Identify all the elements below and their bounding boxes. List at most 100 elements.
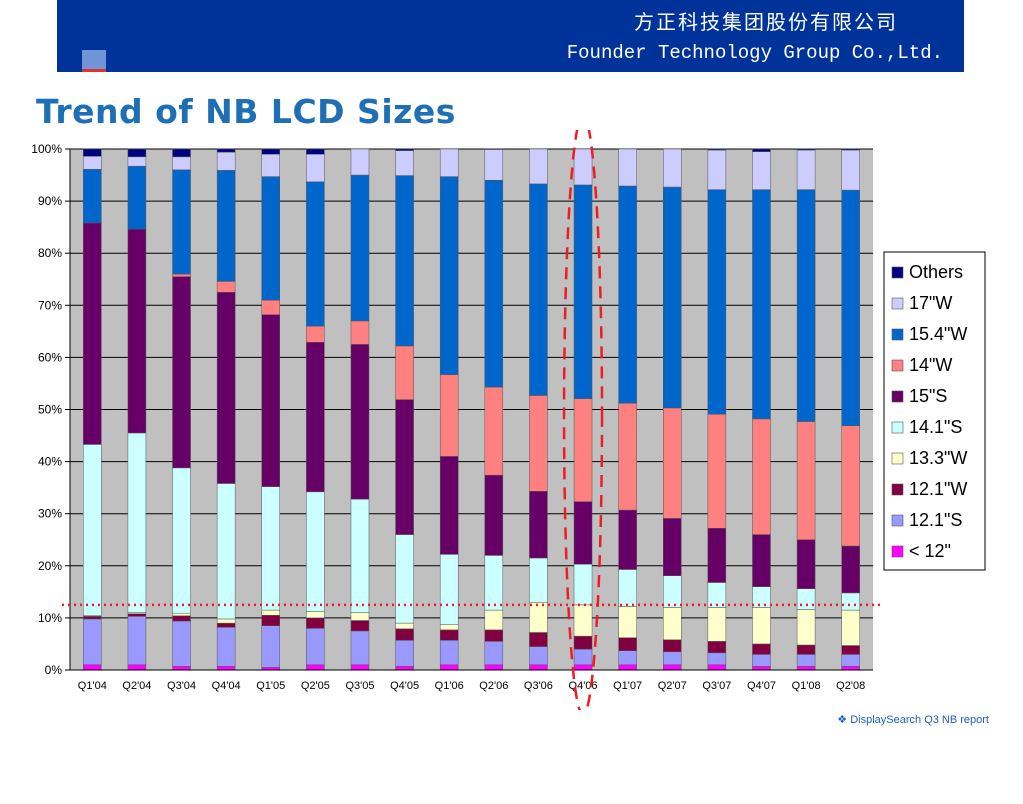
bar-segment: [350, 344, 370, 500]
bar-segment: [484, 386, 504, 476]
bar-segment: [484, 180, 504, 388]
bar-segment: [306, 148, 325, 155]
bar-segment: [707, 149, 727, 190]
x-tick-label: Q4'07: [747, 680, 776, 692]
bar-segment: [395, 399, 414, 535]
bar-segment: [663, 518, 682, 576]
x-tick-label: Q3'05: [345, 680, 374, 692]
bar-segment: [484, 664, 504, 671]
bar-segment: [261, 486, 280, 611]
bar-segment: [796, 666, 816, 671]
bar-segment: [439, 624, 459, 631]
bar-segment: [484, 149, 504, 181]
bar-segment: [306, 664, 325, 671]
bar-segment: [796, 539, 816, 589]
bar-segment: [439, 148, 459, 177]
bar-segment: [83, 156, 102, 170]
bar-segment: [216, 627, 236, 667]
bar-segment: [350, 174, 370, 322]
bar-segment: [573, 635, 593, 650]
legend-swatch: [891, 452, 904, 465]
bar-segment: [439, 629, 459, 641]
y-tick-label: 50%: [38, 403, 62, 417]
y-tick-label: 10%: [38, 611, 62, 625]
x-tick-label: Q2'08: [836, 680, 865, 692]
x-tick-label: Q2'07: [658, 680, 687, 692]
bar-segment: [707, 528, 727, 583]
chart-legend: Others 17"W 15.4"W 14"W 15"S 14.1"S 13.3"W 12.1…: [883, 251, 986, 571]
bar-segment: [529, 602, 548, 633]
y-tick-label: 90%: [38, 194, 62, 208]
bar-segment: [573, 501, 593, 565]
bar-segment: [618, 606, 637, 638]
bar-segment: [663, 148, 682, 188]
bar-segment: [172, 612, 191, 617]
legend-swatch: [891, 514, 904, 527]
bar-segment: [796, 149, 816, 190]
x-tick-label: Q1'05: [256, 680, 285, 692]
x-tick-label: Q1'04: [78, 680, 107, 692]
legend-label: < 12": [909, 541, 951, 561]
slide-title: Trend of NB LCD Sizes: [36, 92, 456, 131]
bar-segment: [841, 609, 860, 646]
bar-segment: [306, 153, 325, 183]
bar-segment: [484, 474, 504, 556]
bar-segment: [439, 640, 459, 666]
bar-segment: [663, 186, 682, 409]
bar-segment: [573, 563, 593, 606]
x-tick-label: Q3'04: [167, 680, 196, 692]
stacked-bar-chart: 0% 10% 20% 30% 40% 50% 60% 70% 80% 90% 100% Q1'04 Q2…: [31, 130, 986, 710]
bar-segment: [529, 646, 548, 666]
bar-segment: [261, 176, 280, 301]
bar-segment: [216, 170, 236, 282]
legend-swatch: [891, 545, 904, 558]
bar-segment: [350, 620, 370, 632]
bar-segment: [306, 611, 325, 619]
bar-segment: [395, 628, 414, 641]
bar-segment: [618, 148, 637, 187]
bar-segment: [127, 432, 147, 613]
bar-segment: [529, 491, 548, 559]
bar-segment: [752, 654, 771, 667]
bar-segment: [707, 641, 727, 654]
bar-segment: [573, 398, 593, 502]
bar-segment: [127, 228, 147, 434]
bar-segment: [841, 189, 860, 426]
bar-segment: [484, 148, 504, 150]
bar-segment: [752, 643, 771, 655]
x-tick-label: Q4'05: [390, 680, 419, 692]
bar-segment: [127, 165, 147, 230]
legend-swatch: [891, 297, 904, 310]
bar-segment: [83, 148, 102, 157]
bar-segment: [172, 169, 191, 275]
legend-swatch: [891, 390, 904, 403]
bar-segment: [663, 639, 682, 653]
bar-segment: [707, 413, 727, 529]
bar-segment: [83, 222, 102, 445]
bar-segment: [395, 148, 414, 151]
bar-segment: [395, 622, 414, 630]
x-tick-label: Q3'06: [524, 680, 553, 692]
bar-segment: [573, 604, 593, 637]
bar-segment: [618, 509, 637, 570]
bar-segment: [841, 666, 860, 671]
y-tick-label: 100%: [31, 142, 62, 156]
bar-segment: [395, 175, 414, 347]
header-banner: [57, 0, 964, 72]
bar-segment: [172, 276, 191, 469]
legend-swatch: [891, 421, 904, 434]
bar-segment: [707, 607, 727, 642]
bar-segment: [83, 444, 102, 616]
bar-segment: [573, 148, 593, 186]
bar-segment: [395, 666, 414, 671]
bar-segment: [841, 425, 860, 547]
bar-segment: [306, 491, 325, 612]
y-tick-label: 70%: [38, 298, 62, 312]
legend-label: Others: [909, 262, 963, 282]
bar-segment: [216, 281, 236, 293]
bar-segment: [306, 325, 325, 343]
y-tick-label: 80%: [38, 246, 62, 260]
bar-segment: [216, 148, 236, 153]
bar-segment: [83, 664, 102, 671]
bar-segment: [484, 629, 504, 642]
